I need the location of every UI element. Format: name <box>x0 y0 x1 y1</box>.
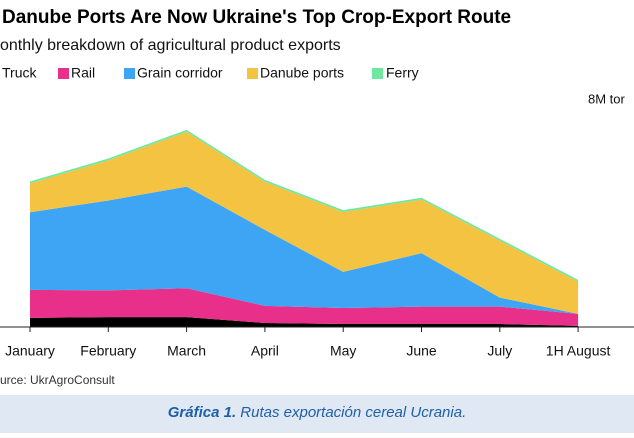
chart-title: Danube Ports Are Now Ukraine's Top Crop-… <box>2 7 511 28</box>
legend-swatch <box>247 68 258 79</box>
x-tick-label: June <box>406 343 437 359</box>
legend-label: Rail <box>71 65 95 81</box>
x-tick-label: July <box>487 343 512 359</box>
legend-swatch <box>124 68 135 79</box>
area <box>30 186 579 314</box>
legend-label: Truck <box>2 65 37 81</box>
area <box>30 288 579 326</box>
chart-subtitle: onthly breakdown of agricultural product… <box>0 37 341 54</box>
area <box>30 131 579 314</box>
x-tick-label: April <box>251 343 279 359</box>
x-tick-label: February <box>80 343 136 359</box>
x-tick-label: May <box>330 343 356 359</box>
caption-text: Rutas exportación cereal Ucrania. <box>240 404 466 421</box>
legend-swatch <box>372 68 383 79</box>
x-tick-label: January <box>5 343 55 359</box>
legend-label: Ferry <box>386 65 419 81</box>
caption-band <box>0 395 634 433</box>
area <box>30 317 579 327</box>
source: urce: UkrAgroConsult <box>0 373 115 387</box>
legend-swatch <box>58 68 69 79</box>
y-tick-label: 8M tor <box>588 91 626 106</box>
legend-label: Grain corridor <box>137 65 223 81</box>
x-tick-label: March <box>167 343 206 359</box>
x-tick-label: 1H August <box>546 343 611 359</box>
caption: Gráfica 1. Rutas exportación cereal Ucra… <box>168 404 467 421</box>
legend-label: Danube ports <box>260 65 344 81</box>
caption-number: Gráfica 1. <box>168 404 236 421</box>
